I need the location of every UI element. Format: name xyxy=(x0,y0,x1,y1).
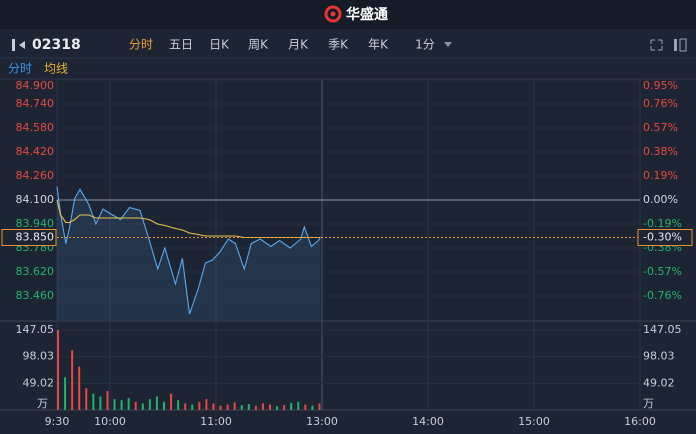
x-tick-label: 16:00 xyxy=(624,415,656,428)
volume-tick-label: 49.02 xyxy=(23,376,55,389)
x-tick-label: 11:00 xyxy=(200,415,232,428)
x-tick-label: 9:30 xyxy=(45,415,70,428)
volume-bar xyxy=(269,404,271,410)
volume-bar xyxy=(283,405,286,410)
fullscreen-icon[interactable] xyxy=(650,38,687,52)
volume-bar xyxy=(240,405,243,410)
logo-icon xyxy=(324,5,342,23)
y2-tick-label: -0.19% xyxy=(643,217,682,230)
indicator[interactable]: 分时 xyxy=(8,62,32,76)
volume-bar xyxy=(297,401,300,410)
x-tick-label: 13:00 xyxy=(306,415,338,428)
volume-bar xyxy=(127,398,130,410)
volume-bar xyxy=(254,405,257,410)
volume-bar xyxy=(191,404,194,410)
volume-bar xyxy=(219,405,222,410)
x-tick-label: 14:00 xyxy=(412,415,444,428)
volume-bar xyxy=(92,393,95,410)
volume-bar xyxy=(177,400,180,410)
symbol-icon[interactable] xyxy=(12,39,25,51)
x-tick-label: 10:00 xyxy=(94,415,126,428)
volume-bar xyxy=(276,406,279,410)
tab[interactable]: 1分 xyxy=(415,38,435,52)
volume-bar xyxy=(205,399,208,410)
current-change-label: -0.30% xyxy=(643,231,682,244)
y2-tick-label: 0.19% xyxy=(643,169,678,182)
volume-bar xyxy=(311,405,314,410)
symbol: 02318 xyxy=(32,37,81,53)
tab[interactable]: 周K xyxy=(248,38,269,52)
y-tick-label: 83.460 xyxy=(16,289,55,302)
volume-tick-label: 147.05 xyxy=(16,323,55,336)
volume-bar xyxy=(57,330,59,410)
header-bar xyxy=(0,0,696,29)
volume-bar xyxy=(120,400,123,410)
volume-tick-label: 147.05 xyxy=(643,323,682,336)
volume-bar xyxy=(290,402,293,410)
dropdown-arrow[interactable] xyxy=(444,42,452,47)
y-tick-label: 83.620 xyxy=(16,265,55,278)
volume-unit: 万 xyxy=(643,397,654,410)
volume-tick-label: 98.03 xyxy=(643,350,675,363)
volume-bar xyxy=(318,403,321,410)
volume-bar xyxy=(233,402,236,410)
y-tick-label: 84.740 xyxy=(16,97,55,110)
volume-bar xyxy=(163,401,165,410)
y2-tick-label: 0.57% xyxy=(643,121,678,134)
y-tick-label: 84.580 xyxy=(16,121,55,134)
volume-unit: 万 xyxy=(37,397,48,410)
y-tick-label: 83.940 xyxy=(16,217,55,230)
y2-tick-label: 0.38% xyxy=(643,145,678,158)
volume-tick-label: 49.02 xyxy=(643,376,675,389)
y-tick-label: 84.100 xyxy=(16,193,55,206)
tab[interactable]: 分时 xyxy=(129,38,153,52)
tab[interactable]: 日K xyxy=(209,38,230,52)
volume-bar xyxy=(247,404,250,410)
volume-bar xyxy=(304,404,307,410)
volume-bar xyxy=(71,350,74,410)
volume-bar xyxy=(261,403,264,410)
volume-bar xyxy=(212,403,215,410)
volume-bar xyxy=(106,390,109,410)
current-price-box xyxy=(1,229,57,246)
volume-bar xyxy=(85,388,88,410)
volume-tick-label: 98.03 xyxy=(23,350,55,363)
y-tick-label: 84.900 xyxy=(16,79,55,92)
y-tick-label: 84.260 xyxy=(16,169,55,182)
volume-bar xyxy=(78,366,81,410)
y2-tick-label: -0.76% xyxy=(643,289,682,302)
volume-bar xyxy=(134,401,137,410)
volume-bar xyxy=(141,403,144,410)
y-tick-label: 84.420 xyxy=(16,145,55,158)
y2-tick-label: 0.00% xyxy=(643,193,678,206)
volume-bar xyxy=(170,393,173,410)
tab[interactable]: 年K xyxy=(368,38,389,52)
volume-bar xyxy=(155,396,158,410)
tab[interactable]: 季K xyxy=(328,38,349,52)
indicator[interactable]: 均线 xyxy=(44,62,68,76)
y2-tick-label: 0.76% xyxy=(643,97,678,110)
tab[interactable]: 五日 xyxy=(169,38,193,52)
y2-tick-label: -0.57% xyxy=(643,265,682,278)
brand: 华盛通 xyxy=(346,6,388,23)
current-price-label: 83.850 xyxy=(16,231,55,244)
volume-bar xyxy=(64,377,67,410)
volume-bar xyxy=(198,401,201,410)
price-line xyxy=(56,186,321,315)
x-tick-label: 15:00 xyxy=(518,415,550,428)
volume-bar xyxy=(113,399,116,410)
volume-bar xyxy=(226,404,229,410)
volume-bar xyxy=(99,396,102,410)
tab[interactable]: 月K xyxy=(288,38,309,52)
y2-tick-label: 0.95% xyxy=(643,79,678,92)
volume-bar xyxy=(148,399,151,410)
current-change-box xyxy=(637,229,693,246)
price-area xyxy=(57,186,321,320)
volume-bar xyxy=(184,403,187,410)
